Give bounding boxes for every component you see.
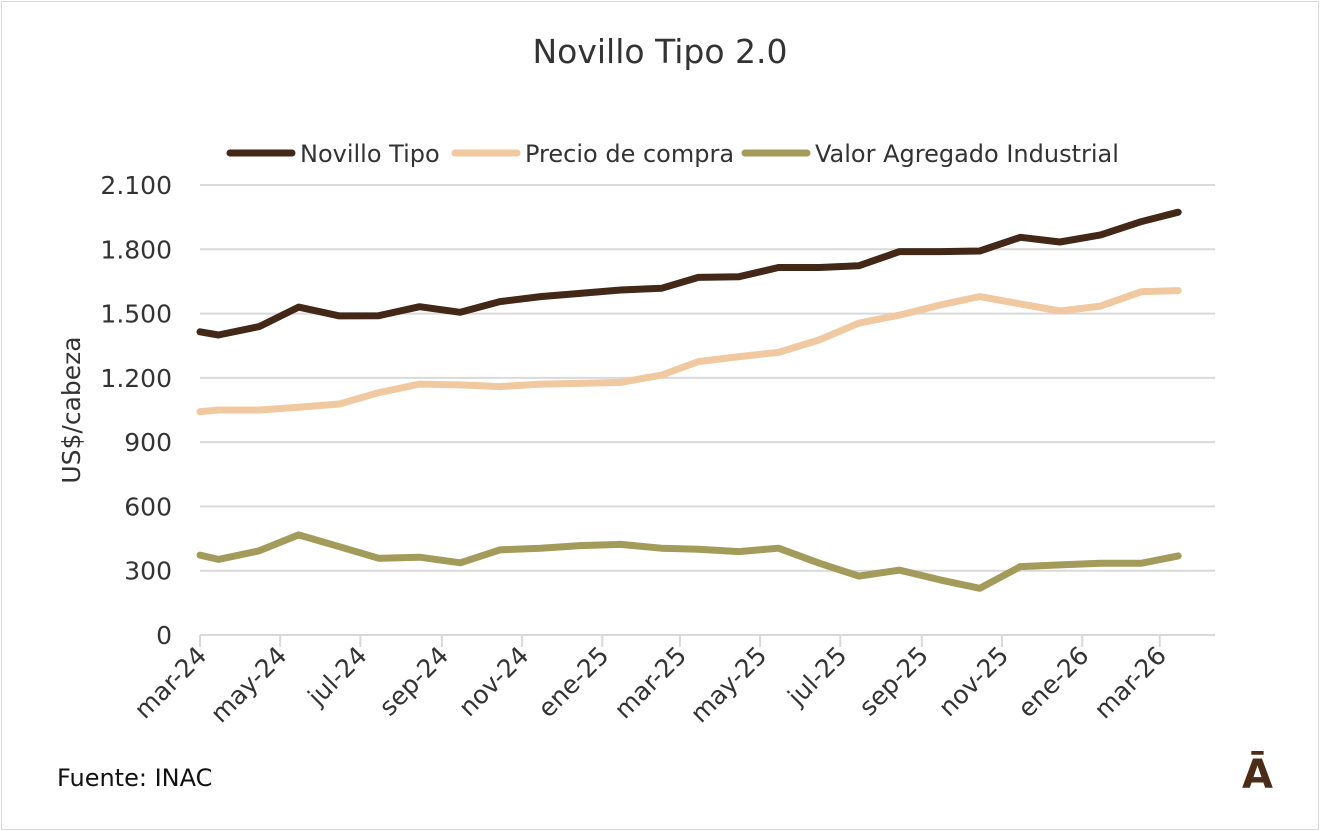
x-tick-label: jul-25 xyxy=(781,641,852,712)
x-tick-label: mar-25 xyxy=(609,641,693,725)
y-tick-label: 2.100 xyxy=(100,171,172,200)
x-tick-label: sep-25 xyxy=(853,641,934,722)
legend-label: Novillo Tipo xyxy=(300,140,440,168)
y-tick-label: 900 xyxy=(124,428,172,457)
x-tick-label: ene-25 xyxy=(532,641,614,723)
x-tick-label: mar-24 xyxy=(129,641,213,725)
series-line-precio-de-compra xyxy=(196,287,1182,416)
y-tick-label: 0 xyxy=(156,621,172,650)
x-tick-label: ene-26 xyxy=(1012,641,1094,723)
series-line-valor-agregado-industrial xyxy=(196,531,1182,592)
x-tick-label: sep-24 xyxy=(373,641,454,722)
x-tick-label: jul-24 xyxy=(302,641,373,712)
legend-label: Valor Agregado Industrial xyxy=(815,140,1119,168)
series-line-novillo-tipo xyxy=(196,208,1182,339)
x-tick-label: nov-25 xyxy=(933,641,1014,722)
y-tick-label: 1.200 xyxy=(100,364,172,393)
x-tick-label: may-24 xyxy=(205,641,293,729)
source-note: Fuente: INAC xyxy=(57,764,213,792)
y-tick-label: 600 xyxy=(124,492,172,521)
x-tick-label: nov-24 xyxy=(453,641,534,722)
chart-title: Novillo Tipo 2.0 xyxy=(532,32,788,71)
x-tick-label: mar-26 xyxy=(1088,641,1172,725)
y-tick-label: 300 xyxy=(124,557,172,586)
x-tick-label: may-25 xyxy=(685,641,773,729)
legend-label: Precio de compra xyxy=(525,140,734,168)
y-tick-label: 1.800 xyxy=(100,235,172,264)
y-tick-label: 1.500 xyxy=(100,300,172,329)
brand-logo: Ā xyxy=(1242,752,1273,798)
y-axis-label: US$/cabeza xyxy=(57,336,86,483)
